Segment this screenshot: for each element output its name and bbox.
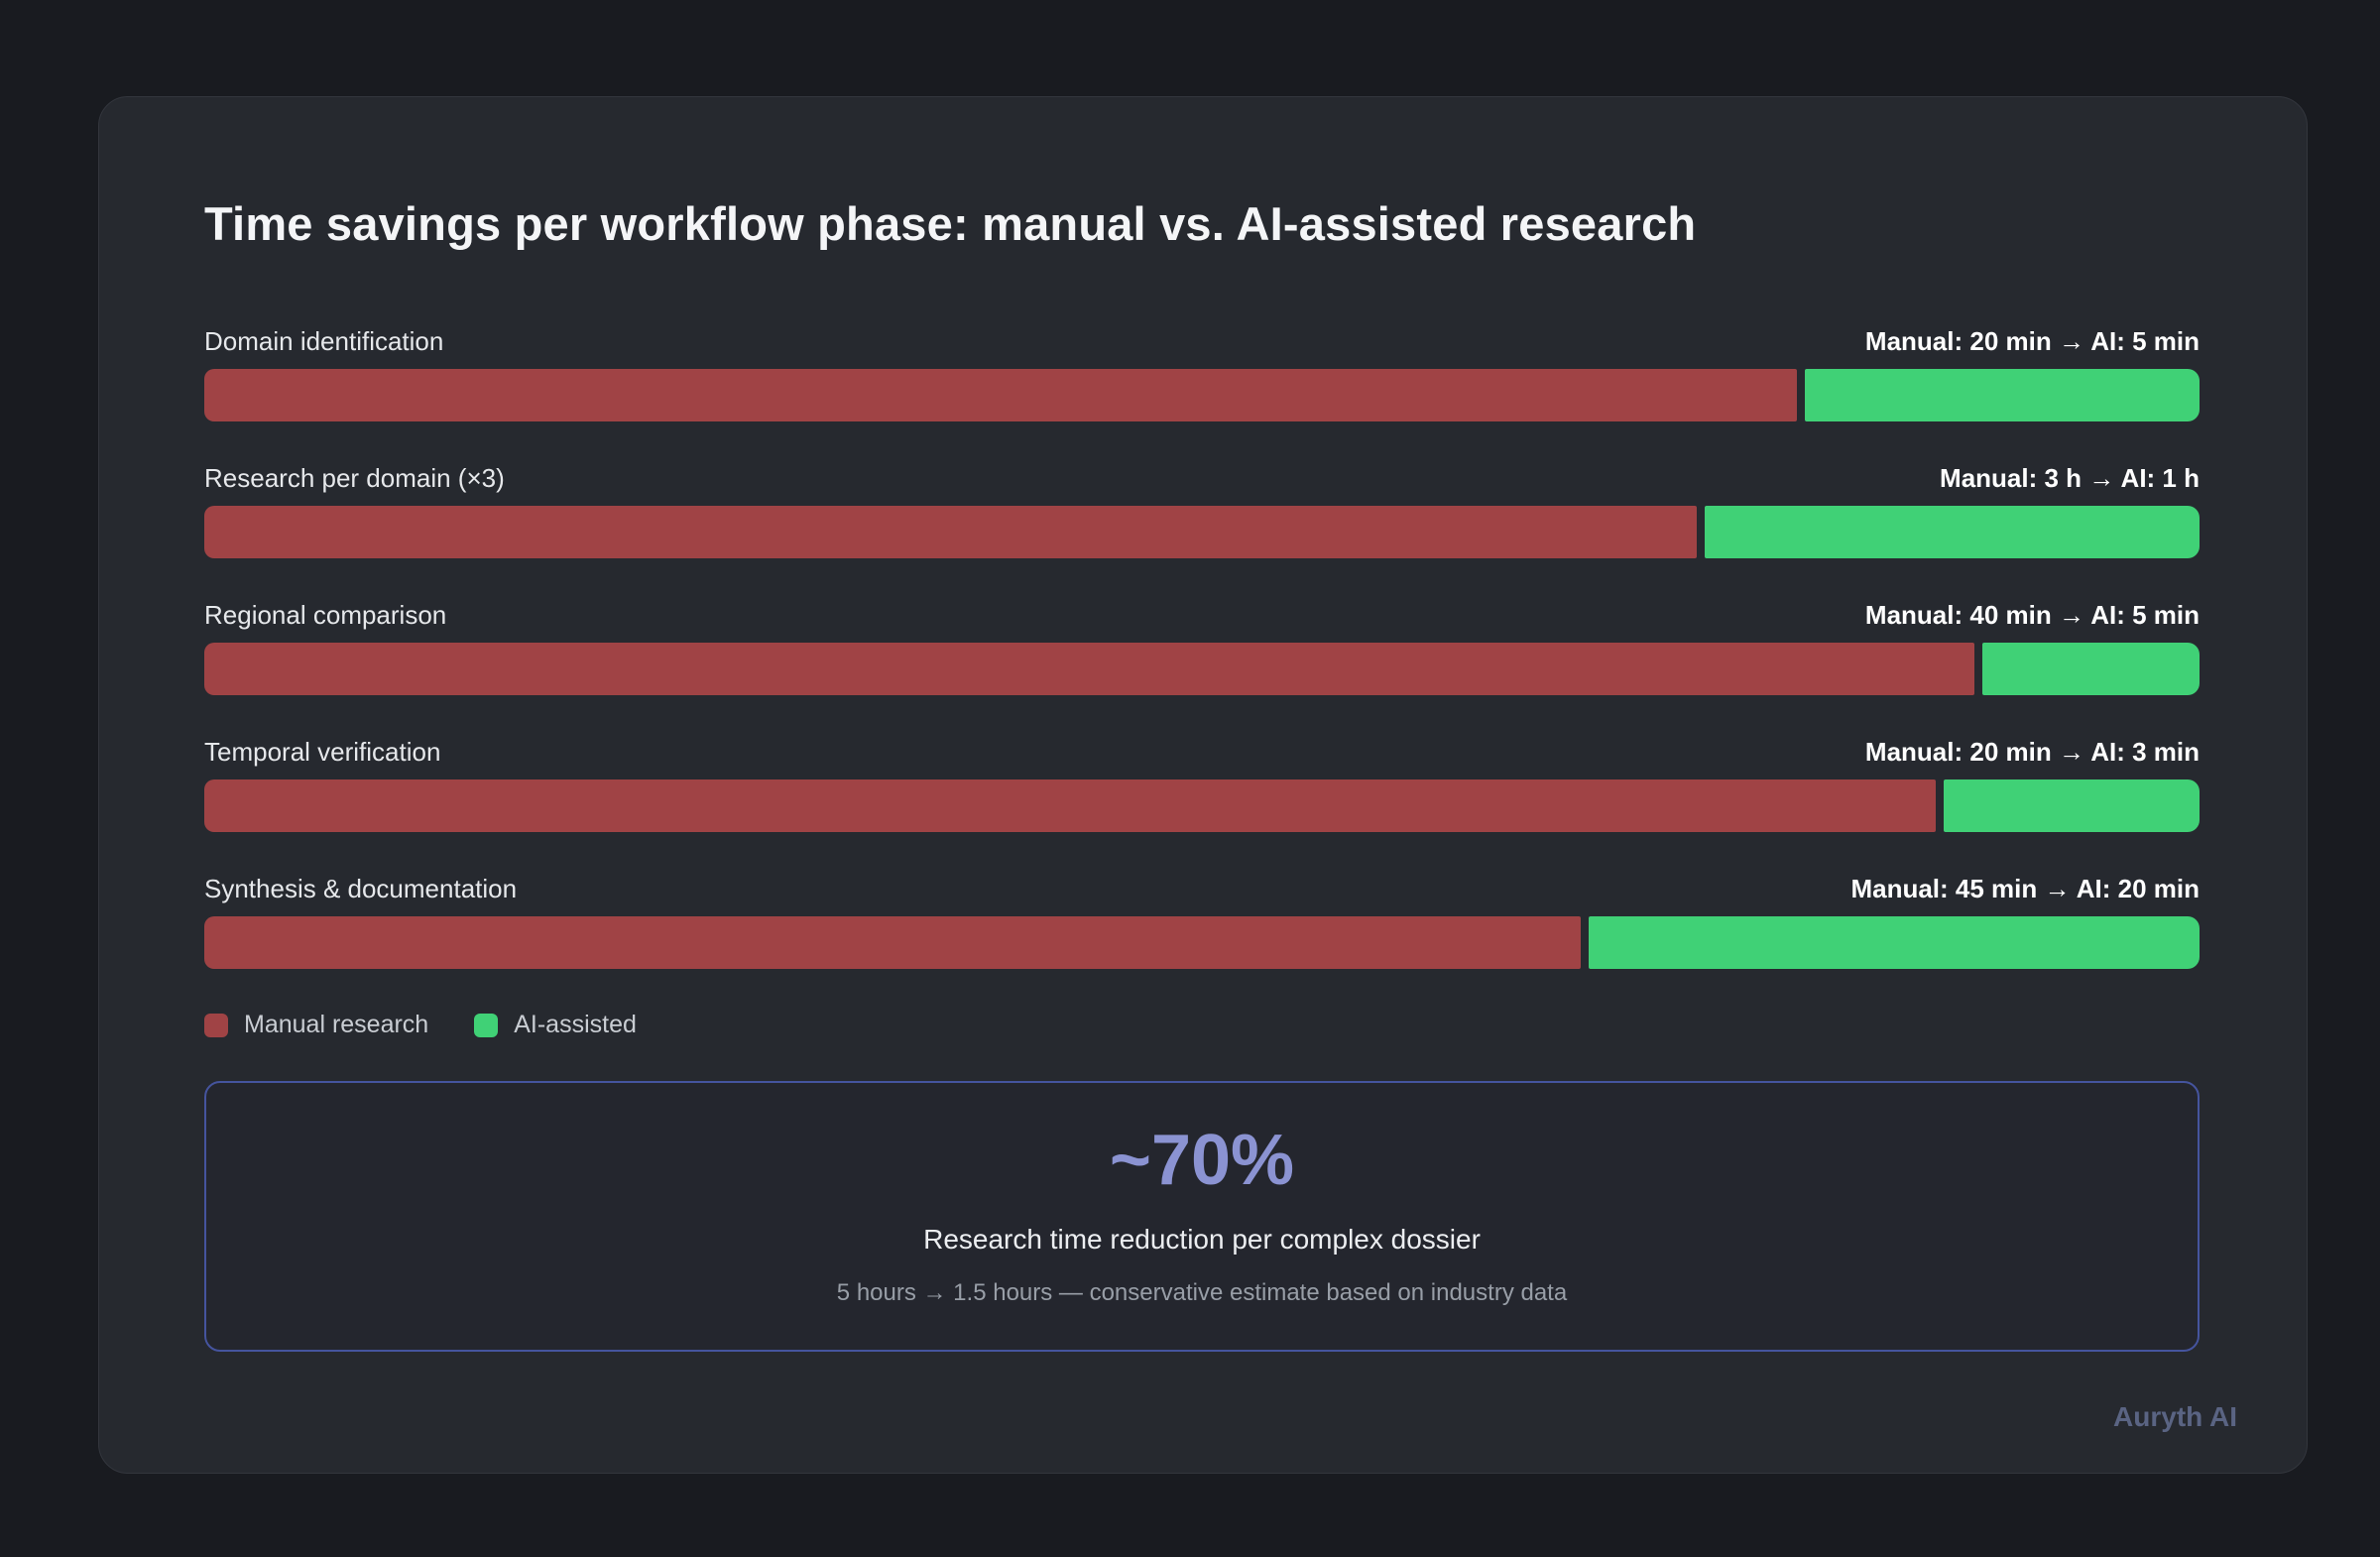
phase-time-annotation: Manual: 40 min → AI: 5 min xyxy=(1864,600,2200,630)
manual-bar-segment xyxy=(204,779,1937,832)
legend-swatch xyxy=(204,1013,228,1037)
phase-time-annotation: Manual: 45 min → AI: 20 min xyxy=(1850,874,2200,903)
legend-swatch xyxy=(474,1013,499,1037)
bar-rows: Domain identification Manual: 20 min → A… xyxy=(204,326,2200,969)
phase-label: Research per domain (×3) xyxy=(204,463,505,493)
phase-time-annotation: Manual: 3 h → AI: 1 h xyxy=(1940,463,2200,493)
ai-bar-segment xyxy=(1804,369,2200,421)
phase-label: Synthesis & documentation xyxy=(204,874,518,903)
phase-row: Research per domain (×3) Manual: 3 h → A… xyxy=(204,463,2200,558)
manual-bar-segment xyxy=(204,643,1974,695)
chart-card: Time savings per workflow phase: manual … xyxy=(98,96,2308,1474)
legend-item: AI-assisted xyxy=(474,1011,637,1039)
legend: Manual research AI-assisted xyxy=(204,1011,2200,1039)
legend-label: Manual research xyxy=(244,1011,429,1038)
phase-label: Regional comparison xyxy=(204,600,447,630)
manual-bar-segment xyxy=(204,916,1582,969)
legend-item: Manual research xyxy=(204,1011,428,1039)
ai-bar-segment xyxy=(1589,916,2200,969)
summary-caption: 5 hours → 1.5 hours — conservative estim… xyxy=(836,1279,1568,1306)
manual-bar-segment xyxy=(204,506,1697,558)
stacked-bar xyxy=(204,369,2200,421)
summary-headline: ~70% xyxy=(1109,1121,1295,1200)
phase-time-annotation: Manual: 20 min → AI: 3 min xyxy=(1864,737,2200,767)
phase-label: Domain identification xyxy=(204,326,444,356)
phase-label: Temporal verification xyxy=(204,737,441,767)
stacked-bar xyxy=(204,779,2200,832)
ai-bar-segment xyxy=(1705,506,2200,558)
ai-bar-segment xyxy=(1981,643,2200,695)
chart-title: Time savings per workflow phase: manual … xyxy=(204,197,1697,250)
stacked-bar xyxy=(204,506,2200,558)
phase-row: Synthesis & documentation Manual: 45 min… xyxy=(204,874,2200,969)
legend-label: AI-assisted xyxy=(514,1011,637,1038)
stacked-bar xyxy=(204,643,2200,695)
manual-bar-segment xyxy=(204,369,1797,421)
summary-subtitle: Research time reduction per complex doss… xyxy=(923,1224,1481,1255)
summary-callout: ~70% Research time reduction per complex… xyxy=(204,1081,2200,1352)
brand-watermark: Auryth AI xyxy=(2113,1401,2237,1432)
phase-row: Domain identification Manual: 20 min → A… xyxy=(204,326,2200,421)
phase-row: Regional comparison Manual: 40 min → AI:… xyxy=(204,600,2200,695)
stacked-bar xyxy=(204,916,2200,969)
phase-time-annotation: Manual: 20 min → AI: 5 min xyxy=(1864,326,2200,356)
ai-bar-segment xyxy=(1944,779,2200,832)
phase-row: Temporal verification Manual: 20 min → A… xyxy=(204,737,2200,832)
